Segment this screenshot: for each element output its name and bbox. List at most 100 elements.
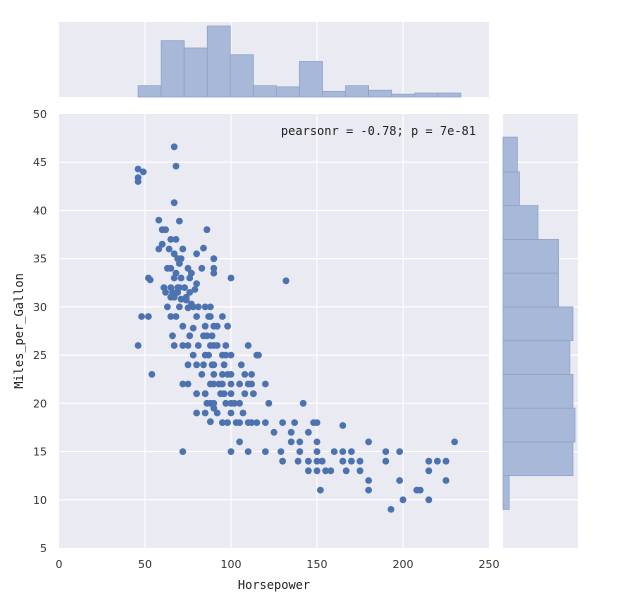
data-point xyxy=(237,361,245,369)
data-point xyxy=(207,418,214,426)
data-point xyxy=(330,448,338,455)
data-point xyxy=(348,448,355,455)
data-point xyxy=(194,342,202,349)
x-tick-label: 0 xyxy=(56,558,63,571)
data-point xyxy=(179,380,187,388)
data-point xyxy=(186,289,194,296)
data-point xyxy=(222,342,230,349)
y-histogram-bar xyxy=(502,407,576,443)
data-point xyxy=(182,296,190,304)
data-point xyxy=(219,371,226,378)
data-point xyxy=(382,457,390,465)
data-point xyxy=(382,448,390,455)
data-point xyxy=(282,277,290,285)
data-point xyxy=(165,245,173,253)
data-point xyxy=(145,313,152,320)
data-point xyxy=(265,399,273,407)
x-histogram-bar xyxy=(206,25,231,98)
right-histogram-bars xyxy=(502,136,576,510)
y-histogram-bar xyxy=(502,136,518,173)
data-point xyxy=(172,269,180,277)
data-point xyxy=(213,322,221,330)
data-point xyxy=(313,467,321,475)
data-point xyxy=(220,361,228,369)
x-axis-ticks: 0 50 100 150 200 250 xyxy=(56,558,500,571)
data-point xyxy=(287,438,295,446)
data-point xyxy=(203,332,211,340)
data-point xyxy=(170,143,178,151)
data-point xyxy=(177,255,185,263)
y-axis-label: Miles_per_Gallon xyxy=(12,273,26,389)
data-point xyxy=(425,467,433,475)
data-point xyxy=(294,457,302,465)
data-point xyxy=(365,486,372,494)
data-point xyxy=(387,506,395,513)
pearsonr-annotation: pearsonr = -0.78; p = 7e-81 xyxy=(281,124,476,138)
data-point xyxy=(170,293,178,301)
x-histogram-bar xyxy=(414,92,439,98)
data-point xyxy=(184,361,192,369)
data-point xyxy=(399,496,407,504)
data-point xyxy=(155,245,163,253)
data-point xyxy=(177,295,185,303)
data-point xyxy=(167,313,175,320)
y-histogram-bar xyxy=(502,306,574,342)
top-histogram-bars xyxy=(137,25,462,98)
data-point xyxy=(442,477,450,484)
data-point xyxy=(179,322,187,330)
x-histogram-bar xyxy=(391,93,416,98)
data-point xyxy=(442,457,450,465)
data-point xyxy=(134,165,142,173)
y-tick-label: 50 xyxy=(33,108,47,121)
y-tick-label: 15 xyxy=(33,446,47,459)
data-point xyxy=(184,380,192,388)
data-point xyxy=(250,390,257,398)
data-point xyxy=(201,322,209,330)
data-point xyxy=(155,216,163,224)
data-point xyxy=(236,419,244,426)
y-histogram-bar xyxy=(502,171,520,207)
data-point xyxy=(248,419,256,426)
data-point xyxy=(181,284,189,291)
data-point xyxy=(139,168,147,176)
data-point xyxy=(299,399,307,407)
data-point xyxy=(184,264,192,272)
x-tick-label: 150 xyxy=(307,558,328,571)
data-point xyxy=(262,448,269,455)
data-point xyxy=(146,276,154,284)
data-point xyxy=(248,371,256,378)
y-tick-label: 5 xyxy=(40,542,47,555)
data-point xyxy=(227,448,235,455)
y-histogram-bar xyxy=(502,340,571,375)
data-point xyxy=(327,467,335,475)
scatter-plot-background xyxy=(59,114,489,548)
data-point xyxy=(313,448,321,455)
scatter-grid xyxy=(59,114,489,548)
data-point xyxy=(305,428,312,436)
data-point xyxy=(317,486,324,494)
data-point xyxy=(138,313,146,320)
data-point xyxy=(236,438,244,446)
y-tick-label: 10 xyxy=(33,494,47,507)
data-point xyxy=(224,419,232,426)
data-point xyxy=(210,264,218,272)
data-point xyxy=(396,448,403,455)
data-point xyxy=(262,380,269,388)
data-point xyxy=(365,477,372,484)
data-point xyxy=(451,438,458,446)
x-histogram-bar xyxy=(229,54,254,98)
data-point xyxy=(198,264,206,272)
data-point xyxy=(253,419,261,426)
data-point xyxy=(222,351,230,359)
data-point xyxy=(356,467,364,475)
data-point xyxy=(255,351,262,359)
data-point xyxy=(172,162,180,170)
data-point xyxy=(213,409,221,417)
data-point xyxy=(179,245,187,253)
data-point xyxy=(193,313,201,320)
data-point xyxy=(170,342,178,349)
data-point xyxy=(208,332,216,340)
y-histogram-bar xyxy=(502,205,539,240)
data-point xyxy=(279,457,286,465)
data-point xyxy=(210,399,218,407)
